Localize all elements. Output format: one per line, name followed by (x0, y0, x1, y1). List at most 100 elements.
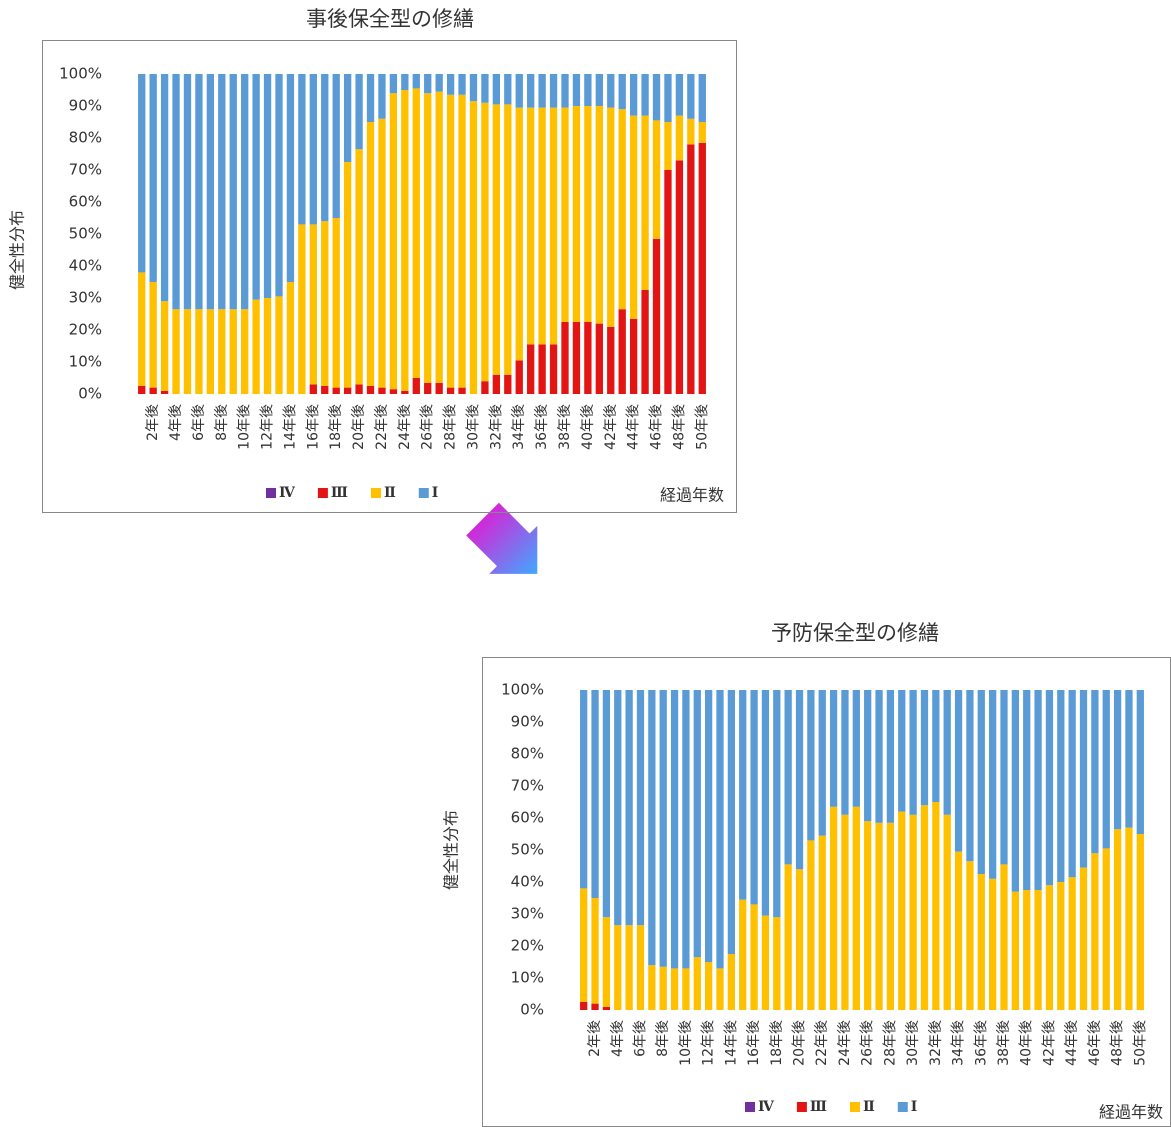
bar-segment (682, 968, 690, 1010)
x-tick-label: 6年後 (191, 404, 207, 441)
bar-segment (412, 88, 420, 379)
bar-segment (343, 74, 352, 162)
bar-segment (229, 309, 237, 394)
arrow (466, 502, 538, 574)
legend-swatch (796, 1102, 807, 1112)
bar-segment (607, 326, 615, 394)
bar-segment (682, 690, 690, 969)
bar-segment (693, 957, 701, 1010)
x-tick-label: 10年後 (237, 404, 253, 450)
x-tick-label: 22年後 (374, 404, 390, 450)
x-tick-label: 40年後 (1019, 1020, 1035, 1066)
bar-segment (309, 74, 317, 225)
bar-segment (446, 387, 455, 394)
bar-segment (424, 382, 432, 394)
bar-segment (739, 899, 747, 1010)
bar-segment (218, 309, 226, 394)
x-tick-label: 4年後 (610, 1020, 626, 1057)
bar-segment (538, 107, 546, 345)
bar-segment (1136, 690, 1144, 834)
bar-segment (332, 218, 340, 388)
bar-segment (241, 309, 249, 394)
bar-segment (206, 309, 215, 394)
bar-segment (424, 74, 432, 94)
bar-segment (1125, 690, 1133, 828)
bar-segment (401, 390, 409, 394)
y-tick-label: 20% (511, 937, 544, 955)
bar-segment (149, 282, 157, 388)
y-tick-label: 60% (511, 809, 544, 827)
x-tick-label: 20年後 (792, 1020, 808, 1066)
bar-segment (515, 74, 523, 108)
bar-segment (943, 814, 951, 1010)
y-tick-label: 70% (511, 777, 544, 795)
bar-segment (989, 878, 997, 1010)
bar-segment (807, 840, 815, 1010)
bar-segment (481, 74, 489, 103)
bar-segment (989, 690, 997, 879)
x-tick-label: 28年後 (882, 1020, 898, 1066)
bar-segment (138, 74, 146, 273)
bar-segment (595, 106, 603, 324)
bar-segment (618, 109, 626, 310)
bar-segment (1068, 690, 1076, 878)
x-tick-label: 46年後 (649, 404, 665, 450)
x-tick-label: 34年後 (511, 404, 527, 450)
bar-segment (864, 690, 872, 822)
x-tick-label: 28年後 (443, 404, 459, 450)
bar-segment (309, 224, 317, 385)
bar-segment (687, 74, 695, 119)
bar-segment (829, 690, 838, 807)
bar-segment (355, 149, 363, 385)
bar-segment (909, 690, 917, 815)
bar-segment (527, 344, 535, 394)
bar-segment (1057, 690, 1065, 882)
bar-segment (886, 822, 895, 1010)
bar-segment (263, 298, 272, 394)
bar-segment (366, 122, 375, 386)
bar-segment (1011, 690, 1019, 892)
bar-segment (1102, 690, 1110, 849)
bar-segment (298, 74, 306, 225)
bar-segment (920, 690, 929, 806)
bar-segment (458, 74, 466, 95)
bar-segment (1011, 891, 1019, 1010)
x-tick-label: 32年後 (928, 1020, 944, 1066)
bar-segment (698, 122, 706, 143)
x-tick-label: 12年後 (260, 404, 276, 450)
bar-segment (795, 869, 804, 1010)
x-tick-label: 24年後 (397, 404, 413, 450)
legend-label: Ⅳ (279, 485, 296, 501)
bar-segment (549, 74, 558, 108)
bar-segment (875, 690, 883, 823)
bar-segment (1034, 690, 1042, 890)
bar-segment (625, 925, 633, 1010)
x-tick-label: 32年後 (488, 404, 504, 450)
bar-segment (195, 74, 203, 310)
chart-title: 事後保全型の修繕 (306, 7, 474, 31)
bar-segment (458, 387, 466, 394)
bar-segment (252, 74, 260, 300)
bar-segment (675, 160, 684, 394)
bar-segment (687, 144, 695, 394)
bar-segment (1045, 690, 1054, 886)
y-tick-label: 80% (69, 129, 102, 147)
x-tick-label: 8年後 (655, 1020, 671, 1057)
x-tick-label: 50年後 (694, 404, 710, 450)
bar-segment (206, 74, 215, 310)
y-tick-label: 90% (69, 97, 102, 115)
bar-segment (580, 690, 588, 889)
bar-segment (298, 224, 306, 394)
bar-segment (275, 296, 283, 394)
bar-segment (698, 142, 706, 394)
x-tick-label: 30年後 (905, 1020, 921, 1066)
bar-segment (591, 690, 599, 898)
bar-segment (481, 102, 489, 382)
bar-segment (602, 917, 611, 1007)
bar-segment (1034, 890, 1042, 1010)
bar-segment (652, 120, 661, 239)
bar-segment (435, 74, 443, 92)
bar-segment (818, 690, 826, 836)
y-tick-label: 30% (69, 289, 102, 307)
bar-segment (641, 115, 649, 290)
